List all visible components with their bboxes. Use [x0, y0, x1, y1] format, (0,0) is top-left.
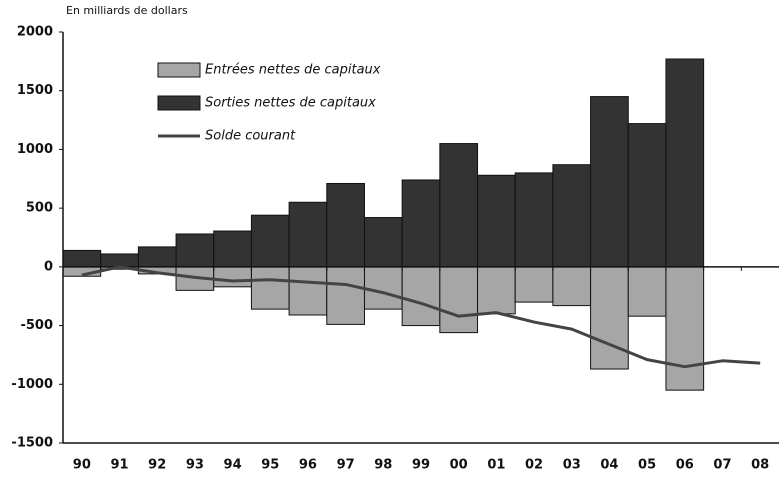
bar [100, 253, 139, 268]
x-tick-label: 05 [638, 458, 656, 473]
x-tick-label: 98 [374, 458, 392, 473]
x-tick-label: 93 [186, 458, 204, 473]
bar [552, 164, 592, 268]
x-tick-label: 06 [676, 458, 694, 473]
bar [288, 266, 328, 316]
bar [213, 230, 252, 268]
bar [665, 58, 705, 268]
bar [401, 179, 441, 268]
x-tick-label: 07 [713, 458, 731, 473]
bar [326, 182, 365, 268]
x-tick-label: 99 [412, 458, 430, 473]
y-axis-label: En milliards de dollars [66, 4, 188, 17]
y-tick-label: -1500 [11, 436, 53, 451]
x-tick-label: 90 [73, 458, 91, 473]
bar [665, 266, 705, 391]
legend-label: Sorties nettes de capitaux [205, 96, 376, 111]
bar [326, 266, 365, 325]
x-tick-label: 01 [487, 458, 505, 473]
x-tick-label: 96 [299, 458, 317, 473]
bar [288, 201, 328, 268]
y-tick-label: 1000 [17, 142, 53, 157]
bar [363, 217, 403, 268]
bar [627, 123, 667, 268]
x-tick-label: 08 [751, 458, 769, 473]
legend-swatch [157, 62, 201, 78]
x-tick-label: 02 [525, 458, 543, 473]
y-tick-label: 1500 [17, 83, 53, 98]
x-tick-label: 95 [261, 458, 279, 473]
bar [477, 266, 516, 315]
legend-label: Solde courant [205, 129, 296, 144]
bar [213, 266, 252, 288]
line [81, 265, 761, 369]
bar [401, 266, 441, 327]
y-tick-label: -1000 [11, 377, 53, 392]
bar [627, 266, 667, 317]
x-tick-label: 92 [148, 458, 166, 473]
y-tick-label: 500 [26, 201, 53, 216]
bar [250, 266, 290, 310]
bar [439, 143, 479, 268]
y-tick-label: 0 [44, 259, 53, 274]
bar [552, 266, 592, 307]
bar [477, 174, 516, 268]
bar [590, 96, 629, 268]
bar [62, 249, 102, 268]
x-tick-label: 00 [450, 458, 468, 473]
y-tick-label: -500 [20, 318, 53, 333]
bar [514, 266, 554, 303]
bar [514, 172, 554, 268]
x-tick-label: 04 [600, 458, 618, 473]
y-tick-label: 2000 [17, 25, 53, 40]
x-tick-label: 91 [110, 458, 128, 473]
bar [137, 246, 177, 268]
x-tick-label: 97 [337, 458, 355, 473]
bar [590, 266, 629, 370]
bar [439, 266, 479, 334]
bar [363, 266, 403, 310]
legend-swatch [157, 95, 201, 111]
bar [250, 214, 290, 268]
bar [175, 233, 215, 268]
legend-label: Entrées nettes de capitaux [205, 63, 381, 78]
x-tick-label: 03 [563, 458, 581, 473]
x-tick-label: 94 [224, 458, 242, 473]
